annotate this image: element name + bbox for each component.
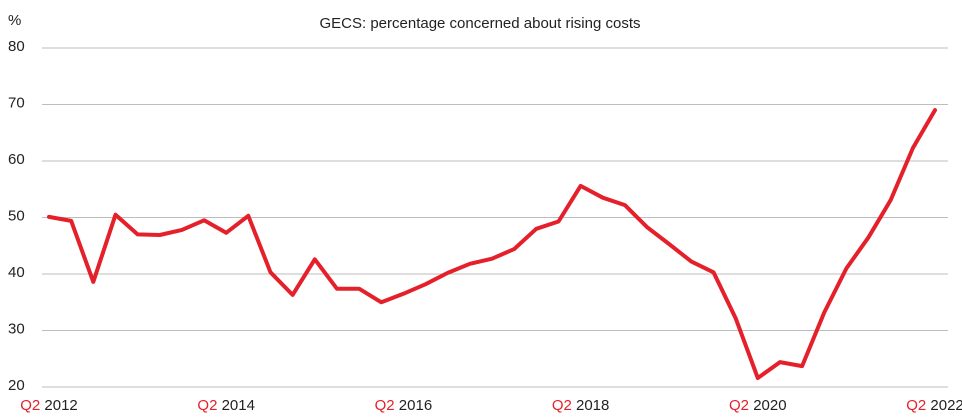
y-tick-label: 20	[8, 377, 25, 394]
x-tick-label: Q2 2018	[552, 397, 610, 414]
y-tick-label: 70	[8, 94, 25, 111]
y-tick-label: 60	[8, 151, 25, 168]
x-tick-label: Q2 2012	[20, 397, 78, 414]
line-series	[47, 108, 937, 380]
x-tick-label: Q2 2020	[729, 397, 787, 414]
x-tick-label: Q2 2016	[375, 397, 433, 414]
y-axis-label: %	[8, 12, 21, 29]
y-tick-label: 80	[8, 38, 25, 55]
y-tick-label: 40	[8, 264, 25, 281]
y-tick-label: 30	[8, 320, 25, 337]
x-tick-label: Q2 2014	[197, 397, 255, 414]
chart-title: GECS: percentage concerned about rising …	[319, 15, 640, 32]
y-tick-label: 50	[8, 207, 25, 224]
x-tick-label: Q2 2022	[906, 397, 962, 414]
